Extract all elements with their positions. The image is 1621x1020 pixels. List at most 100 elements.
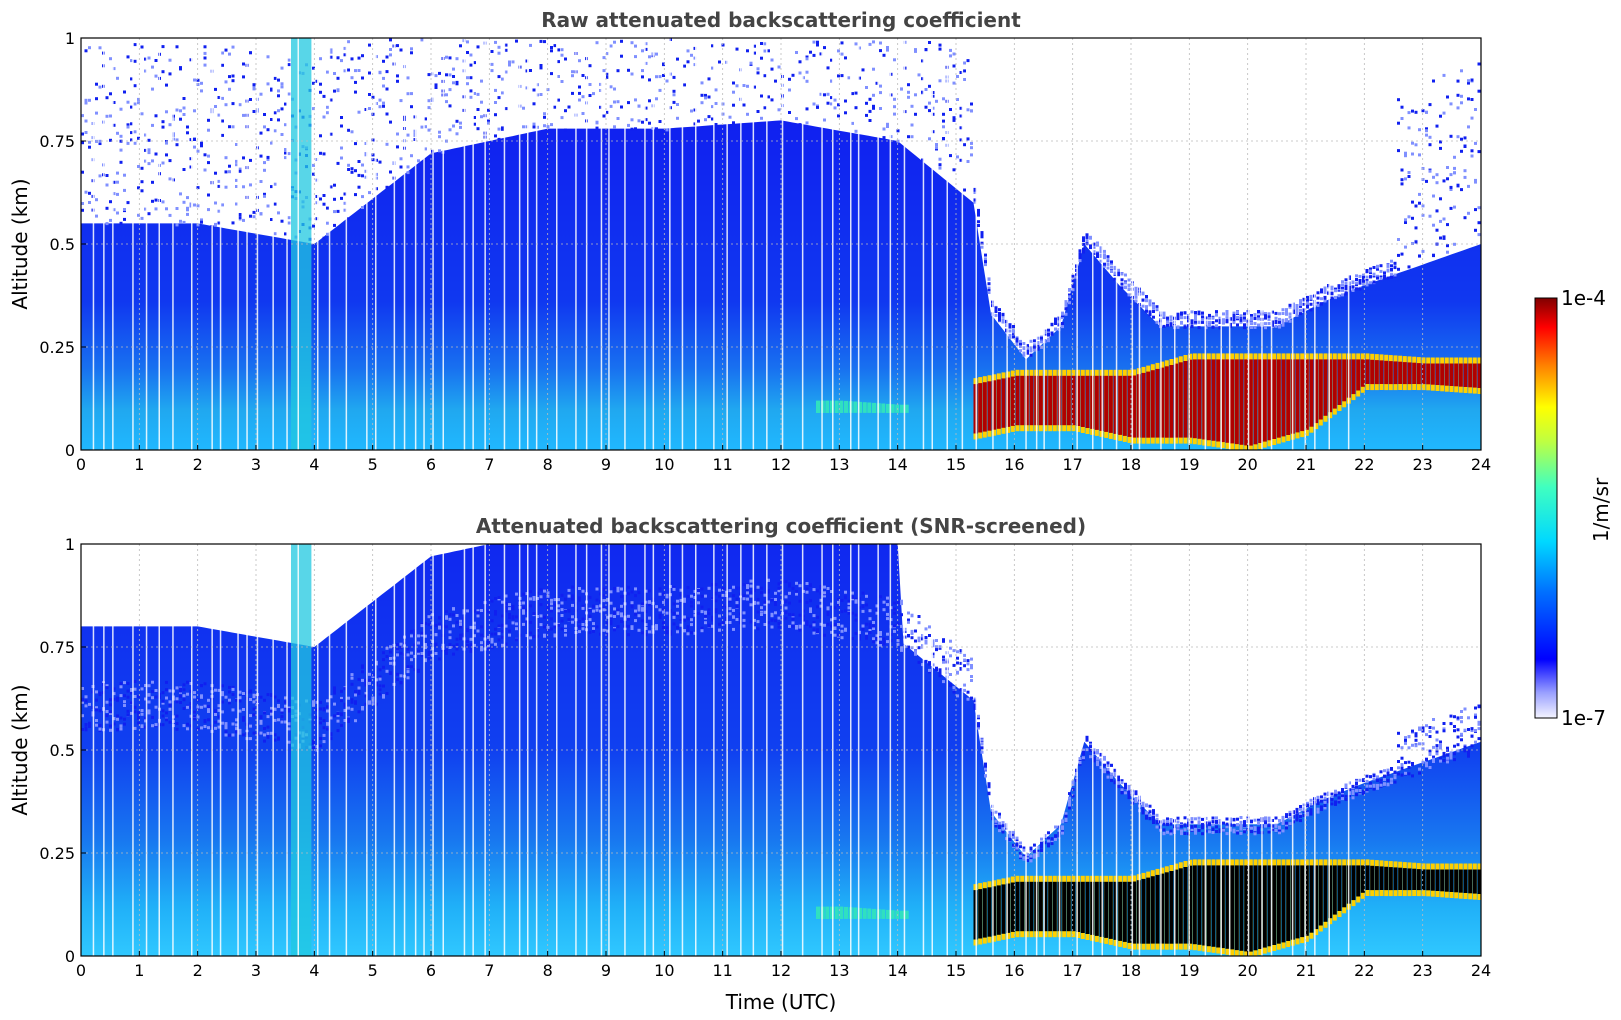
noise-speck: [319, 707, 322, 711]
noise-speck: [921, 637, 924, 641]
noise-speck: [249, 183, 252, 187]
noise-speck: [368, 191, 371, 195]
aerosol-layer-core: [996, 379, 1001, 429]
noise-speck: [1309, 802, 1313, 806]
noise-speck: [333, 89, 336, 93]
noise-speck: [1397, 98, 1400, 102]
x-tick-label: 2: [193, 455, 203, 474]
noise-speck: [630, 127, 634, 131]
noise-speck: [1120, 286, 1124, 290]
noise-speck: [1369, 784, 1372, 788]
noise-speck: [753, 44, 756, 48]
noise-speck: [350, 676, 354, 680]
noise-speck: [1068, 803, 1071, 807]
noise-speck: [1113, 780, 1117, 784]
noise-speck: [1393, 780, 1397, 784]
noise-speck: [399, 681, 403, 685]
noise-speck: [1411, 109, 1414, 113]
noise-speck: [217, 725, 221, 729]
noise-speck: [480, 648, 483, 652]
noise-speck: [1208, 320, 1211, 324]
noise-speck: [508, 603, 511, 607]
noise-speck: [746, 49, 749, 53]
noise-speck: [798, 628, 802, 632]
noise-speck: [753, 618, 756, 622]
noise-speck: [630, 590, 634, 594]
noise-speck: [872, 621, 875, 624]
noise-speck: [203, 56, 207, 60]
noise-speck: [1096, 762, 1099, 765]
noise-speck: [487, 108, 490, 112]
noise-speck: [116, 76, 119, 80]
noise-speck: [410, 92, 413, 96]
noise-speck: [833, 626, 837, 630]
noise-speck: [819, 52, 823, 56]
noise-speck: [1316, 802, 1320, 805]
noise-speck: [252, 87, 256, 91]
noise-speck: [756, 627, 760, 631]
noise-speck: [1435, 181, 1439, 185]
aerosol-layer-core: [1010, 882, 1015, 932]
noise-speck: [193, 138, 196, 141]
noise-speck: [980, 746, 984, 750]
noise-speck: [371, 675, 375, 678]
noise-speck: [942, 137, 945, 140]
noise-speck: [424, 147, 427, 151]
noise-speck: [1155, 825, 1159, 829]
noise-speck: [340, 116, 343, 119]
noise-speck: [319, 151, 322, 155]
noise-speck: [480, 100, 483, 104]
noise-speck: [1309, 296, 1313, 300]
data-gap-line: [484, 38, 486, 450]
noise-speck: [200, 705, 203, 709]
noise-speck: [1001, 830, 1005, 834]
noise-speck: [161, 699, 165, 703]
noise-speck: [798, 60, 802, 64]
noise-speck: [616, 589, 620, 593]
aerosol-layer-core: [1440, 363, 1445, 386]
noise-speck: [228, 125, 231, 129]
noise-speck: [749, 620, 753, 624]
aerosol-layer-core: [1104, 375, 1109, 432]
noise-speck: [193, 717, 196, 721]
aerosol-layer-core: [1351, 359, 1356, 395]
noise-speck: [214, 709, 217, 713]
noise-speck: [980, 742, 984, 746]
noise-speck: [1292, 820, 1295, 824]
noise-speck: [329, 55, 333, 59]
noise-speck: [1369, 281, 1372, 285]
noise-speck: [833, 98, 837, 102]
noise-speck: [893, 112, 896, 116]
noise-speck: [1460, 716, 1463, 719]
noise-speck: [270, 706, 273, 710]
noise-speck: [1089, 755, 1092, 759]
noise-speck: [312, 746, 315, 750]
noise-speck: [697, 612, 700, 615]
data-gap-line: [877, 38, 879, 450]
noise-speck: [795, 589, 798, 593]
noise-speck: [1376, 778, 1379, 782]
noise-speck: [1467, 79, 1470, 83]
noise-speck: [1155, 307, 1159, 311]
noise-speck: [1460, 101, 1463, 105]
noise-speck: [1162, 819, 1166, 823]
noise-speck: [284, 151, 287, 155]
noise-speck: [1064, 301, 1068, 305]
noise-speck: [767, 590, 770, 594]
noise-speck: [1099, 259, 1103, 263]
noise-speck: [112, 697, 116, 701]
noise-speck: [952, 118, 956, 122]
noise-speck: [1141, 801, 1145, 805]
noise-speck: [1376, 276, 1379, 280]
noise-speck: [273, 202, 277, 206]
noise-speck: [1267, 317, 1271, 321]
noise-speck: [228, 87, 231, 91]
noise-speck: [1299, 304, 1302, 308]
noise-speck: [466, 82, 469, 86]
noise-speck: [1369, 267, 1372, 271]
noise-speck: [494, 612, 497, 616]
noise-speck: [844, 99, 847, 103]
noise-speck: [567, 105, 571, 109]
noise-speck: [700, 101, 704, 105]
noise-speck: [1397, 121, 1400, 125]
